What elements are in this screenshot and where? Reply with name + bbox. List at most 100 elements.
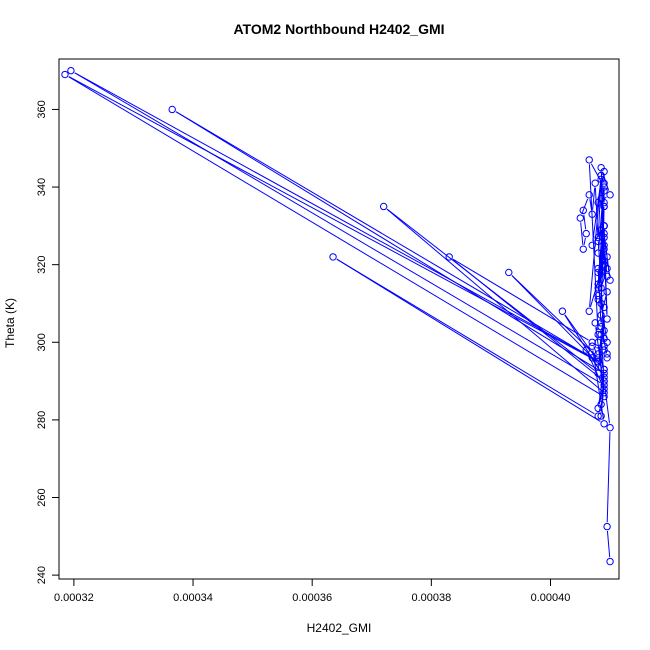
data-point (579, 245, 587, 253)
data-point (585, 307, 593, 315)
data-point (505, 268, 513, 277)
series-line-segment (592, 187, 596, 210)
data-point (606, 557, 614, 566)
y-tick-label: 280 (36, 411, 48, 429)
data-point (594, 292, 602, 300)
data-point (603, 350, 611, 358)
data-point (600, 303, 608, 312)
x-tick-label: 0.00036 (292, 592, 332, 604)
data-point (597, 323, 605, 331)
series-line-segment (595, 327, 598, 331)
series-line-segment (587, 353, 603, 386)
data-point (597, 163, 605, 172)
data-point (600, 202, 608, 211)
data-point (594, 233, 602, 242)
data-point (579, 206, 587, 215)
data-point (594, 249, 602, 257)
data-point (603, 272, 611, 281)
series-line-segment (386, 208, 602, 391)
x-axis: 0.00032 0.00034 0.00036 0.00038 0.00040 (54, 578, 570, 604)
series-line-segment (601, 271, 605, 274)
series-line-segment (336, 258, 601, 422)
data-point (594, 412, 602, 420)
data-point (597, 171, 605, 180)
series-line-segment (175, 111, 601, 372)
data-point (588, 210, 596, 218)
y-axis: 240 260 280 300 320 340 360 (36, 100, 60, 584)
data-point (600, 183, 608, 191)
data-point (600, 241, 608, 249)
data-point (594, 357, 602, 366)
series-line-segment (590, 163, 603, 184)
data-point (597, 195, 605, 203)
series-line-segment (580, 222, 584, 245)
data-point (606, 191, 614, 199)
data-point (600, 365, 608, 374)
data-point (597, 311, 605, 319)
data-point (591, 179, 599, 187)
series-line-segment (589, 199, 593, 210)
data-point (603, 264, 611, 273)
data-point (600, 392, 608, 401)
data-point (597, 284, 605, 292)
data-point (67, 66, 75, 75)
data-point (600, 385, 608, 393)
y-tick-label: 340 (36, 178, 48, 196)
data-point (329, 253, 337, 261)
series-line-segment (593, 346, 598, 354)
data-point (594, 284, 602, 292)
y-tick-label: 360 (36, 100, 48, 118)
y-tick-label: 320 (36, 255, 48, 273)
data-point (594, 295, 602, 304)
chart-title: ATOM2 Northbound H2402_GMI (233, 21, 444, 37)
series-line-segment (600, 302, 602, 305)
data-point (597, 412, 605, 420)
data-point (588, 338, 596, 346)
data-point (582, 229, 590, 238)
y-tick-label: 260 (36, 488, 48, 506)
data-point (597, 319, 605, 327)
series-line-segment (600, 241, 605, 300)
data-point (445, 253, 453, 261)
data-point (61, 70, 69, 79)
data-point (600, 381, 608, 389)
series-line-segment (604, 249, 608, 272)
series-line-segment (68, 76, 595, 361)
x-tick-label: 0.00038 (411, 592, 451, 604)
data-point (603, 315, 611, 323)
series-line-segment (601, 408, 604, 420)
y-tick-label: 300 (36, 333, 48, 351)
x-tick-label: 0.00034 (173, 592, 213, 604)
data-point (603, 288, 611, 296)
data-point (594, 354, 602, 362)
data-point (597, 226, 605, 234)
y-axis-label: Theta (K) (3, 298, 17, 348)
series-line-segment (606, 530, 611, 558)
data-point (379, 202, 388, 211)
series-line-segment (68, 76, 601, 395)
data-point (594, 264, 602, 273)
data-point (600, 179, 608, 187)
data-point (588, 342, 596, 350)
data-point (603, 522, 611, 531)
data-point (594, 268, 602, 277)
series-line-segment (74, 72, 601, 384)
series-line-segment (581, 198, 589, 215)
data-point (606, 423, 614, 432)
series-line-segment (336, 258, 595, 415)
data-point (594, 330, 602, 339)
series-line-segment (601, 253, 605, 269)
data-point (600, 377, 608, 385)
series-line-segment (594, 187, 599, 238)
data-point (585, 191, 593, 199)
data-point (585, 156, 593, 164)
data-point (600, 187, 608, 195)
series-line-segment (606, 432, 611, 523)
data-point (600, 342, 608, 350)
data-point (600, 389, 608, 397)
data-point (582, 346, 590, 354)
series-line-segment (74, 72, 589, 357)
data-point (600, 373, 608, 381)
